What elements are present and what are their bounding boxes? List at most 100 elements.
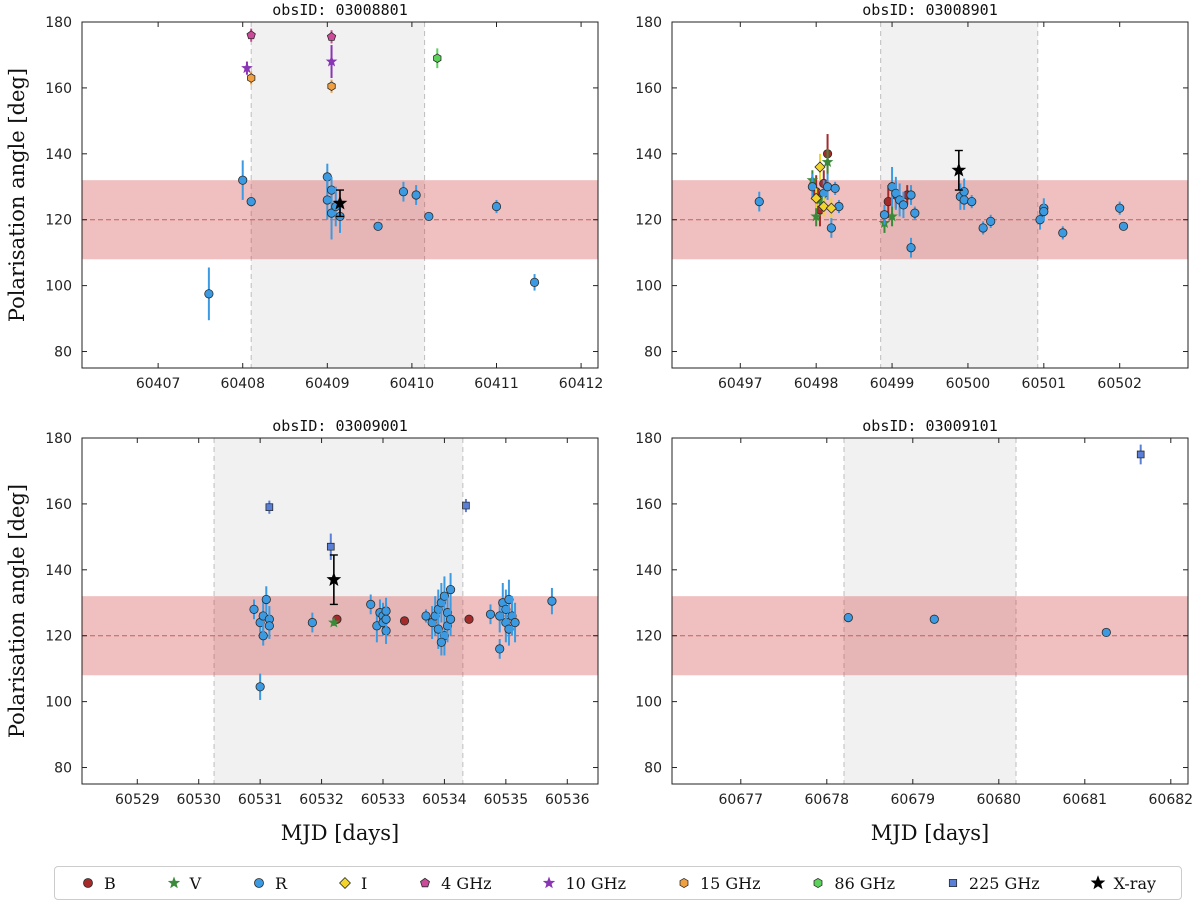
legend-marker-icon (83, 878, 93, 888)
y-tick-label: 80 (644, 761, 662, 777)
data-point (929, 614, 939, 624)
y-tick-label: 140 (635, 147, 662, 163)
series-10-ghz (241, 45, 338, 79)
data-point (238, 175, 248, 185)
data-point (1058, 228, 1068, 238)
legend-marker (254, 878, 264, 888)
legend-marker (420, 877, 431, 888)
x-tick-label: 60499 (870, 376, 915, 392)
x-tick-label: 60680 (977, 792, 1022, 808)
legend-marker-icon (420, 877, 431, 888)
data-point (307, 617, 317, 628)
y-tick-label: 180 (635, 431, 662, 447)
legend-label: X-ray (1113, 873, 1157, 893)
legend-item-x-ray: X-ray (1090, 874, 1156, 893)
data-point (959, 195, 969, 205)
series-4-ghz (246, 28, 337, 44)
data-point (807, 182, 817, 192)
legend-marker (338, 877, 351, 889)
data-point (1136, 450, 1145, 459)
y-tick-label: 140 (45, 563, 72, 579)
y-tick-label: 160 (635, 81, 662, 97)
data-point (326, 542, 335, 551)
legend-label: 225 GHz (968, 873, 1040, 893)
data-point (246, 30, 256, 40)
data-point (326, 31, 337, 41)
legend-marker (167, 876, 180, 889)
legend-marker-icon (167, 876, 180, 889)
x-tick-label: 60530 (176, 792, 221, 808)
y-tick-label: 120 (45, 629, 72, 645)
x-tick-label: 60497 (718, 376, 763, 392)
legend-marker-icon (948, 878, 957, 888)
data-point (326, 571, 342, 586)
x-tick-label: 60501 (1022, 376, 1067, 392)
x-tick-label: 60533 (361, 792, 406, 808)
x-tick-label: 60412 (559, 376, 604, 392)
y-tick-label: 120 (635, 629, 662, 645)
legend-label: V (189, 873, 202, 893)
series-x-ray (951, 149, 967, 191)
legend-label: R (275, 873, 288, 893)
x-tick-label: 60531 (238, 792, 283, 808)
data-point (754, 196, 764, 207)
data-point (821, 155, 834, 167)
data-point (326, 185, 337, 195)
legend-marker-icon (814, 877, 823, 889)
data-point (843, 612, 853, 623)
y-tick-label: 120 (635, 213, 662, 229)
legend-item-4-ghz: 4 GHz (417, 874, 492, 893)
data-point (898, 200, 909, 210)
xray-window (251, 22, 425, 368)
data-point (547, 596, 557, 606)
x-tick-label: 60408 (220, 376, 265, 392)
legend-item-10-ghz: 10 GHz (541, 874, 626, 893)
legend-item-15-ghz: 15 GHz (676, 874, 761, 893)
data-point (910, 208, 920, 218)
data-point (258, 631, 268, 641)
xray-window (844, 438, 1016, 784)
data-point (510, 617, 520, 628)
panel-title: obsID: 03009101 (862, 417, 997, 435)
y-tick-label: 180 (45, 15, 72, 31)
data-point (424, 211, 434, 222)
data-point (462, 501, 470, 510)
legend-label: 15 GHz (699, 873, 761, 893)
data-point (445, 614, 456, 624)
data-point (1118, 221, 1129, 231)
plot-frame (81, 437, 599, 785)
data-point (951, 162, 967, 177)
x-tick-label: 60407 (136, 376, 181, 392)
data-point (830, 183, 840, 194)
series-v (328, 616, 340, 628)
data-point (485, 609, 496, 619)
panel-title: obsID: 03009001 (272, 417, 407, 435)
data-point (325, 55, 338, 67)
series-r (249, 573, 557, 700)
y-tick-label: 160 (45, 497, 72, 513)
panel-1: 60407 60408 60409 60410 60411 60412 80 100 120 14… (5, 1, 603, 392)
series-225-ghz (1136, 444, 1145, 465)
panel-title: obsID: 03008801 (272, 1, 407, 19)
data-point (265, 503, 274, 512)
data-point (978, 223, 988, 233)
legend-item-v: V (166, 873, 202, 893)
data-point (332, 195, 348, 210)
legend-marker-icon (338, 877, 351, 889)
data-point (491, 201, 502, 212)
data-point (373, 221, 383, 231)
y-tick-label: 180 (45, 431, 72, 447)
x-tick-label: 60534 (422, 792, 467, 808)
data-point (322, 195, 332, 205)
y-tick-label: 80 (644, 345, 662, 361)
y-axis-label: Polarisation angle [deg] (5, 68, 29, 322)
data-point (246, 196, 256, 207)
legend-marker-icon (254, 878, 264, 888)
data-point (1101, 627, 1111, 638)
y-tick-label: 100 (45, 695, 72, 711)
data-point (328, 616, 340, 628)
legend-label: I (360, 873, 368, 893)
data-point (398, 187, 409, 197)
data-point (464, 614, 474, 624)
data-point (264, 621, 274, 631)
